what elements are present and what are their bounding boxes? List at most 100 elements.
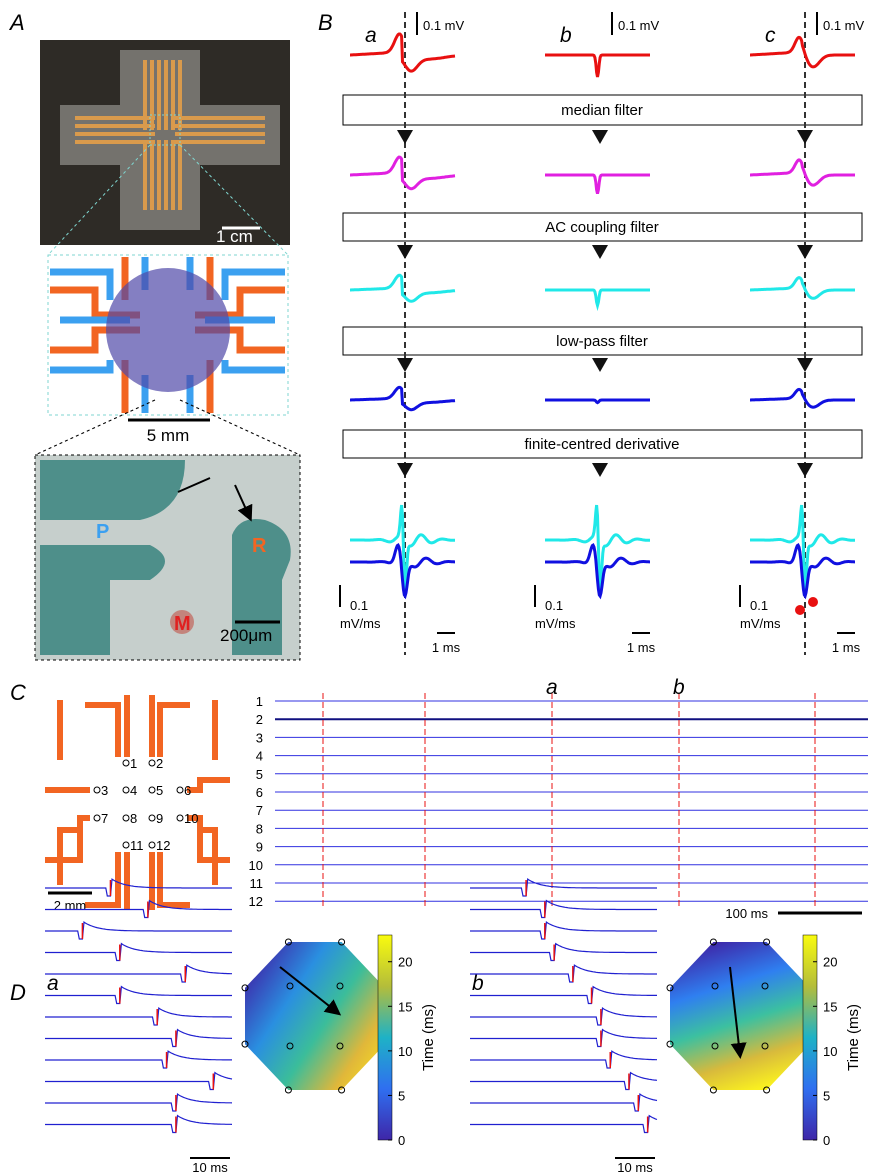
scale-label: 2 mm <box>54 898 87 913</box>
scale-label: mV/ms <box>535 616 576 631</box>
channel-label: 4 <box>256 749 263 764</box>
trace <box>545 290 650 305</box>
electrode <box>94 815 100 821</box>
micro-label: M <box>174 613 191 635</box>
trace <box>750 278 855 299</box>
arrow <box>592 130 608 144</box>
channel-label: 5 <box>256 767 263 782</box>
electrode-label: 6 <box>184 783 191 798</box>
event-label: a <box>546 676 558 699</box>
colorbar-label: Time (ms) <box>845 1004 862 1071</box>
filter-label: low-pass filter <box>556 333 648 350</box>
scale-label: 1 ms <box>832 640 861 655</box>
subpanel-label: a <box>47 972 59 995</box>
trace <box>350 275 455 301</box>
trace <box>470 1008 657 1025</box>
channel-label: 1 <box>256 694 263 709</box>
scale-label: mV/ms <box>740 616 781 631</box>
colorbar-tick-label: 0 <box>398 1133 405 1148</box>
panel-label: D <box>10 980 26 1005</box>
arrow <box>797 130 813 144</box>
electrode-label: 11 <box>130 838 144 853</box>
scale-label: 0.1 <box>545 598 563 613</box>
electrode-label: 3 <box>101 783 108 798</box>
arrow <box>397 130 413 144</box>
channel-label: 11 <box>250 876 264 891</box>
trace <box>470 944 657 961</box>
scale-label: 10 ms <box>192 1160 228 1175</box>
trace <box>45 1008 232 1025</box>
trace <box>45 1051 232 1068</box>
colorbar <box>803 935 817 1140</box>
trace <box>470 1030 657 1047</box>
channel-label: 10 <box>249 858 263 873</box>
trace <box>545 175 650 194</box>
scale-label: 0.1 mV <box>618 18 660 33</box>
colorbar-tick-label: 20 <box>398 955 412 970</box>
colorbar-tick-label: 10 <box>823 1044 837 1059</box>
filter-label: AC coupling filter <box>545 219 658 236</box>
scale-label: 1 cm <box>216 227 253 246</box>
trace <box>470 901 657 918</box>
figure: ABCD1 cm5 mmPRM200μma0.1 mV0.1mV/ms1 msb… <box>0 0 869 1175</box>
trace <box>545 55 650 77</box>
filter-label: finite-centred derivative <box>524 436 679 453</box>
electrode <box>149 787 155 793</box>
panel-label: A <box>8 10 25 35</box>
trace <box>45 1116 232 1133</box>
detection-point <box>795 605 805 615</box>
trace <box>470 987 657 1004</box>
arrow <box>397 463 413 477</box>
electrode <box>123 842 129 848</box>
trace <box>545 400 650 403</box>
colorbar-label: Time (ms) <box>420 1004 437 1071</box>
electrode <box>123 760 129 766</box>
electrode-label: 9 <box>156 811 163 826</box>
activation-map <box>245 942 385 1090</box>
panel-label: B <box>318 10 333 35</box>
scale-label: 1 ms <box>432 640 461 655</box>
channel-label: 6 <box>256 785 263 800</box>
scale-label: 1 ms <box>627 640 656 655</box>
scale-label: 200μm <box>220 626 272 645</box>
electrode-label: 4 <box>130 783 137 798</box>
colorbar-tick-label: 10 <box>398 1044 412 1059</box>
colorbar <box>378 935 392 1140</box>
arrow <box>592 245 608 259</box>
trace <box>470 879 657 896</box>
trace <box>45 1073 232 1090</box>
panel-label: C <box>10 680 26 705</box>
electrode <box>149 815 155 821</box>
micro-label: P <box>96 521 109 543</box>
electrode-label: 5 <box>156 783 163 798</box>
trace <box>45 965 232 982</box>
colorbar-tick-label: 15 <box>398 999 412 1014</box>
detection-point <box>808 597 818 607</box>
channel-label: 3 <box>256 730 263 745</box>
scale-label: 0.1 mV <box>823 18 865 33</box>
channel-label: 9 <box>256 840 263 855</box>
arrow <box>397 358 413 372</box>
column-label: a <box>365 24 377 47</box>
electrode-label: 1 <box>130 756 137 771</box>
scale-label: 0.1 <box>750 598 768 613</box>
trace <box>750 160 855 185</box>
trace <box>470 965 657 982</box>
electrode-label: 2 <box>156 756 163 771</box>
arrow <box>797 358 813 372</box>
trace <box>470 1051 657 1068</box>
scale-label: 0.1 <box>350 598 368 613</box>
arrow <box>592 463 608 477</box>
channel-label: 8 <box>256 821 263 836</box>
trace <box>45 922 232 939</box>
electrode <box>149 842 155 848</box>
trace <box>750 389 855 407</box>
electrode-label: 8 <box>130 811 137 826</box>
electrode <box>177 787 183 793</box>
colorbar-tick-label: 5 <box>398 1088 405 1103</box>
arrow <box>797 463 813 477</box>
channel-label: 2 <box>256 712 263 727</box>
channel-label: 7 <box>256 803 263 818</box>
trace <box>470 922 657 939</box>
colorbar-tick-label: 5 <box>823 1088 830 1103</box>
